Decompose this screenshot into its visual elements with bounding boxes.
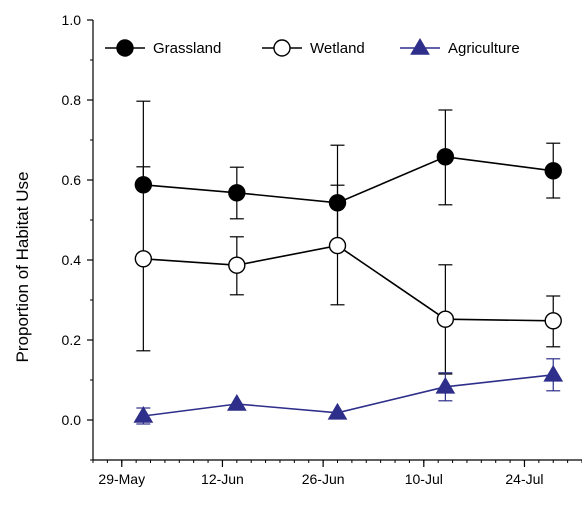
series-agriculture <box>133 358 564 425</box>
legend: Grassland Wetland Agriculture <box>105 38 520 57</box>
y-tick-label: 0.8 <box>62 92 82 108</box>
series-wetland <box>134 166 562 375</box>
x-tick-label: 24-Jul <box>505 471 543 487</box>
legend-marker <box>410 38 430 55</box>
y-tick-label: 0.6 <box>62 172 82 188</box>
x-tick-label: 26-Jun <box>302 471 345 487</box>
legend-label: Wetland <box>310 40 365 57</box>
legend-item-agriculture: Agriculture <box>400 38 520 57</box>
legend-label: Grassland <box>153 40 221 57</box>
plot-area: 0.0 0.2 0.4 0.6 0.8 1.0 29-May 12-Jun 26-Jun 10-J… <box>62 12 582 487</box>
y-tick-label: 0.4 <box>62 252 82 268</box>
legend-item-wetland: Wetland <box>262 39 365 57</box>
data-point <box>327 402 348 420</box>
data-point <box>134 250 153 268</box>
data-point <box>226 394 247 411</box>
series-line <box>143 244 554 322</box>
legend-item-grassland: Grassland <box>105 39 221 57</box>
y-axis-title: Proportion of Habitat Use <box>13 172 32 363</box>
data-point <box>436 310 455 328</box>
legend-marker <box>116 39 134 57</box>
y-tick-label: 0.0 <box>62 412 82 428</box>
y-tick-label: 1.0 <box>62 12 82 28</box>
data-point <box>228 184 246 202</box>
data-point <box>544 312 562 330</box>
legend-marker <box>273 39 291 57</box>
data-point <box>543 364 564 382</box>
series-line <box>143 155 554 204</box>
data-point <box>133 406 154 423</box>
x-tick-label: 29-May <box>98 471 145 487</box>
x-tick-label: 10-Jul <box>405 471 443 487</box>
series-line <box>143 374 554 417</box>
x-tick-label: 12-Jun <box>201 471 244 487</box>
data-point <box>228 256 246 274</box>
series-grassland <box>134 100 562 246</box>
data-point <box>435 376 456 394</box>
data-point <box>436 148 455 166</box>
y-tick-label: 0.2 <box>62 332 82 348</box>
data-point <box>544 162 562 180</box>
legend-label: Agriculture <box>448 40 520 57</box>
data-point <box>328 236 347 255</box>
